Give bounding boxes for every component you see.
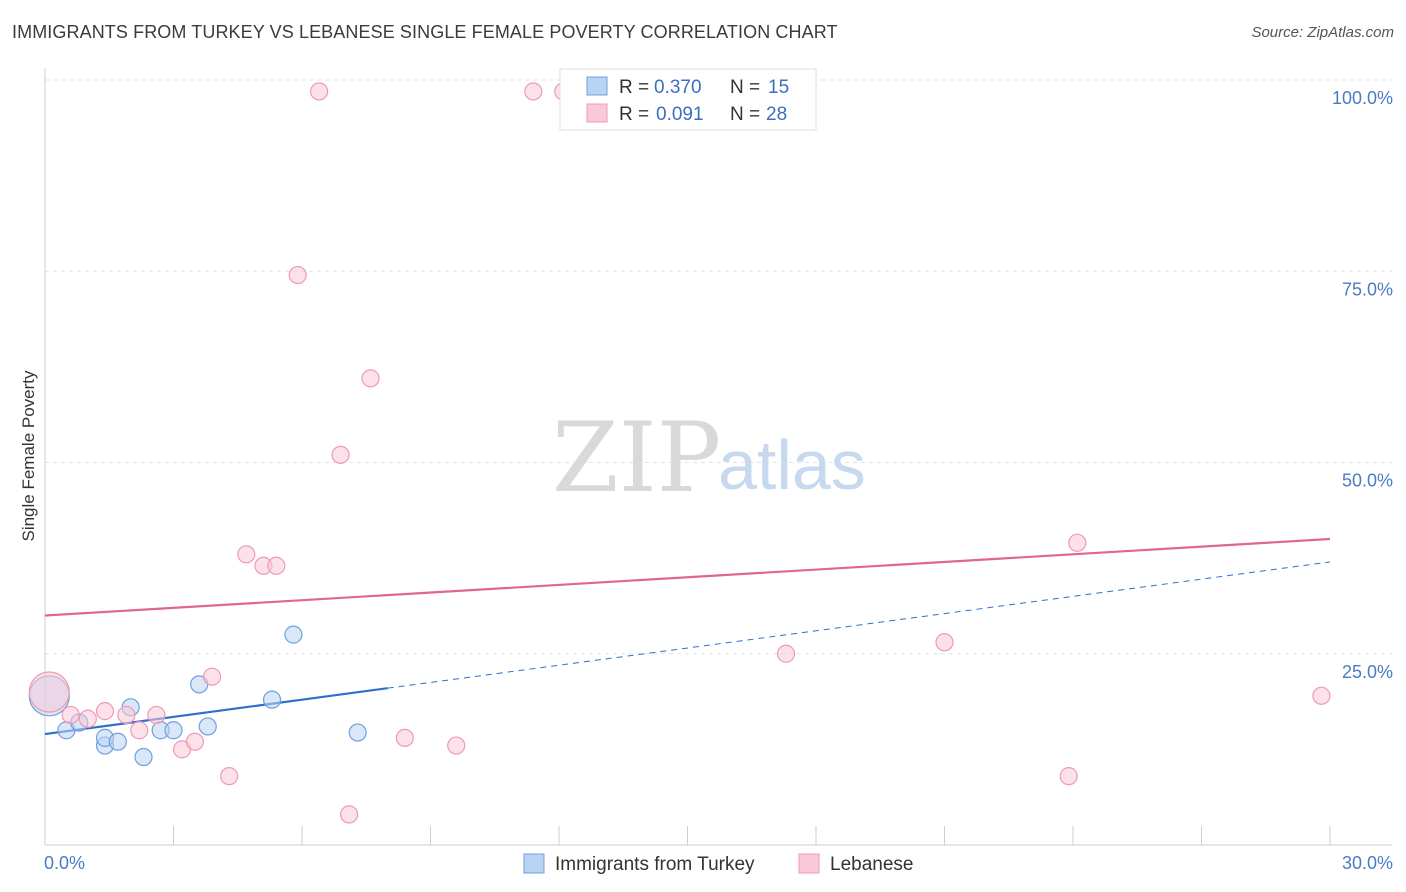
- legend-r-label-turkey: R =: [619, 77, 649, 98]
- point-turkey: [134, 747, 153, 767]
- legend-r-value-turkey: 0.370: [654, 77, 702, 98]
- watermark-atlas: atlas: [718, 426, 866, 504]
- point-lebanese: [202, 667, 222, 686]
- series-legend-swatch-turkey: [523, 853, 545, 874]
- y-tick-label: 25.0%: [1342, 662, 1393, 682]
- point-lebanese: [185, 732, 205, 751]
- series-legend-label-turkey: Immigrants from Turkey: [555, 854, 755, 875]
- point-lebanese: [935, 633, 954, 652]
- point-lebanese: [237, 545, 256, 564]
- y-tick-label: 75.0%: [1342, 279, 1393, 299]
- x-tick-label-max: 30.0%: [1342, 853, 1393, 873]
- point-lebanese: [1059, 767, 1078, 786]
- point-lebanese: [130, 721, 149, 740]
- points-layer: [28, 82, 1331, 824]
- point-lebanese: [395, 728, 414, 748]
- point-turkey: [284, 625, 303, 644]
- point-turkey: [262, 690, 282, 709]
- point-turkey: [348, 723, 367, 742]
- chart-title: IMMIGRANTS FROM TURKEY VS LEBANESE SINGL…: [12, 22, 838, 42]
- point-lebanese: [220, 767, 239, 786]
- watermark-zip: ZIP: [552, 402, 721, 514]
- watermark: ZIP atlas: [552, 402, 866, 514]
- point-lebanese: [361, 369, 380, 388]
- legend-r-value-lebanese: 0.091: [656, 104, 704, 125]
- point-lebanese: [310, 82, 329, 101]
- trendline-turkey-extension: [387, 561, 1331, 689]
- axis-layer: 25.0% 50.0% 75.0% 100.0% 0.0% 30.0%: [44, 68, 1393, 873]
- correlation-legend: R = 0.370 N = 15 R = 0.091 N = 28: [559, 68, 817, 131]
- point-lebanese: [267, 556, 286, 575]
- point-lebanese: [78, 709, 97, 728]
- trendline-lebanese: [44, 537, 1331, 617]
- point-lebanese: [331, 445, 350, 464]
- point-lebanese: [1068, 533, 1087, 552]
- trend-layer: [44, 537, 1331, 736]
- point-lebanese: [147, 705, 166, 725]
- series-legend-label-lebanese: Lebanese: [830, 854, 913, 875]
- point-lebanese: [28, 671, 70, 713]
- y-tick-label: 50.0%: [1342, 471, 1393, 491]
- trendline-turkey: [44, 687, 388, 736]
- x-tick-label-min: 0.0%: [44, 853, 85, 873]
- point-turkey: [198, 717, 217, 736]
- legend-swatch-lebanese: [586, 103, 608, 123]
- source-credit: Source: ZipAtlas.com: [1251, 24, 1394, 41]
- legend-n-value-lebanese: 28: [766, 104, 787, 125]
- point-lebanese: [340, 805, 359, 824]
- point-turkey: [108, 732, 127, 751]
- point-lebanese: [524, 82, 543, 101]
- point-lebanese: [288, 265, 307, 285]
- point-lebanese: [776, 644, 796, 663]
- y-tick-label: 100.0%: [1332, 88, 1393, 108]
- legend-n-label-turkey: N =: [730, 77, 760, 98]
- legend-n-value-turkey: 15: [768, 77, 789, 98]
- series-legend-swatch-lebanese: [798, 853, 820, 874]
- point-lebanese: [117, 705, 136, 725]
- series-legend: Immigrants from Turkey Lebanese: [523, 853, 913, 875]
- point-lebanese: [447, 736, 466, 755]
- point-lebanese: [95, 702, 115, 721]
- point-turkey: [164, 721, 183, 740]
- grid-layer: [45, 79, 1392, 655]
- legend-r-label-lebanese: R =: [619, 104, 649, 125]
- legend-swatch-turkey: [586, 76, 608, 96]
- legend-n-label-lebanese: N =: [730, 104, 760, 125]
- point-lebanese: [1312, 686, 1331, 705]
- point-lebanese: [61, 705, 80, 725]
- y-axis-title: Single Female Poverty: [19, 370, 38, 542]
